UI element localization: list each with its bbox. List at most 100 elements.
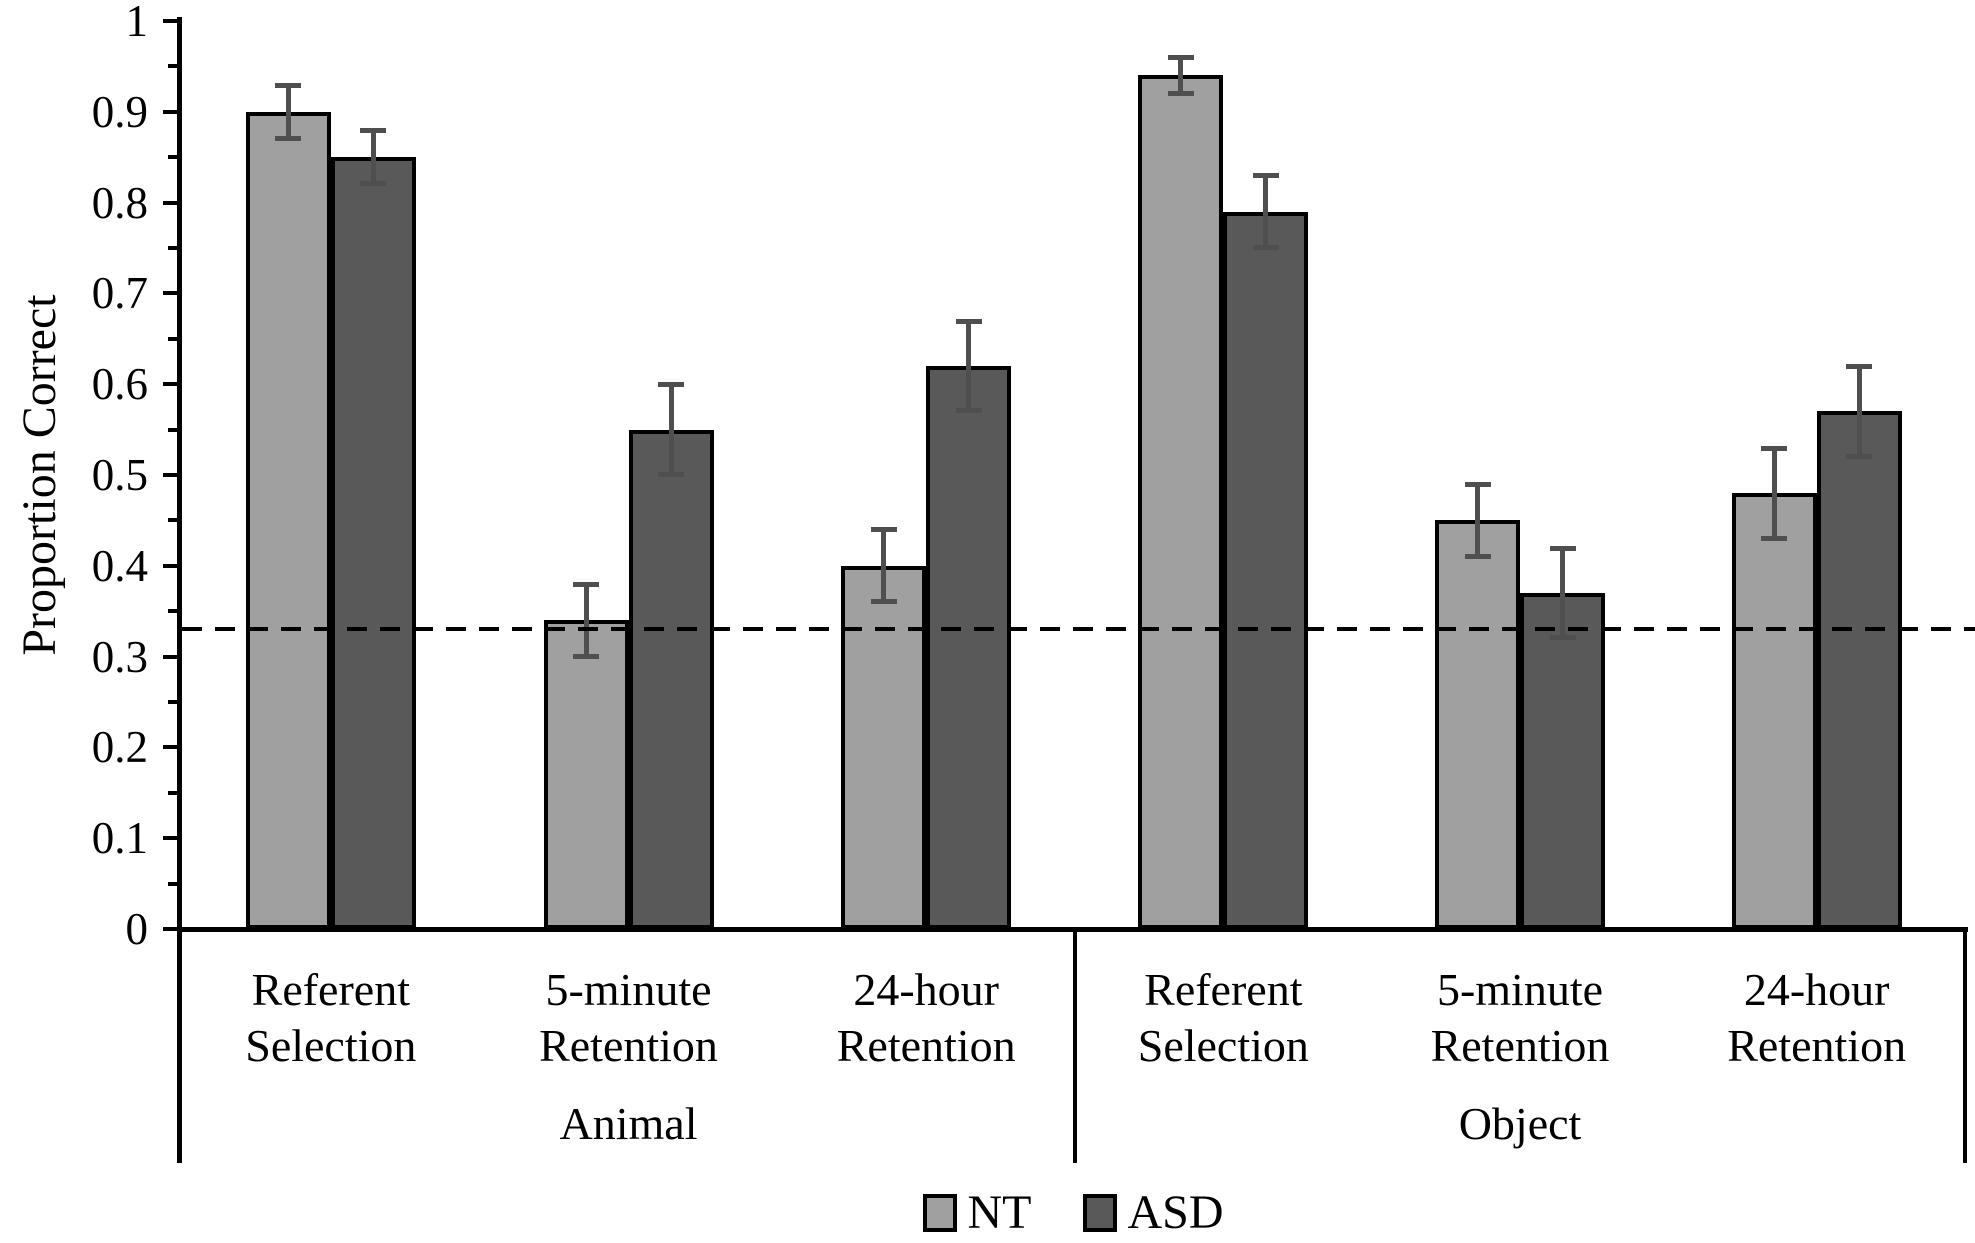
bar-nt-object-24-hour-retention <box>1731 493 1817 929</box>
error-bar-nt-animal-24-hour-retention-cap-bottom <box>870 599 897 605</box>
error-bar-asd-object-referent-selection-cap-bottom <box>1252 245 1279 250</box>
error-bar-nt-animal-5-minute-retention-cap-top <box>573 581 599 587</box>
bar-asd-animal-5-minute-retention <box>628 429 714 929</box>
bar-asd-object-referent-selection <box>1223 211 1309 929</box>
error-bar-nt-object-24-hour-retention-line <box>1771 447 1777 539</box>
category-label-object-24-hour-retention: 24-hour Retention <box>1727 964 1907 1071</box>
error-bar-asd-object-referent-selection-cap-top <box>1252 173 1279 179</box>
y-axis-line <box>177 17 182 1163</box>
error-bar-asd-animal-referent-selection-cap-bottom <box>360 181 387 187</box>
y-minor-tick <box>168 881 177 886</box>
bar-asd-object-24-hour-retention <box>1816 411 1902 929</box>
y-minor-tick <box>168 64 177 69</box>
legend-swatch-nt <box>923 1194 958 1232</box>
y-major-tick <box>163 200 177 205</box>
error-bar-asd-object-5-minute-retention-cap-bottom <box>1549 635 1576 641</box>
error-bar-asd-animal-24-hour-retention-cap-bottom <box>955 408 982 414</box>
error-bar-asd-animal-24-hour-retention-line <box>966 320 972 412</box>
error-bar-nt-object-5-minute-retention-line <box>1475 484 1480 557</box>
y-minor-tick <box>168 518 177 523</box>
error-bar-nt-animal-24-hour-retention-line <box>881 529 887 603</box>
y-major-tick <box>163 19 177 23</box>
category-divider-line <box>1073 929 1077 1163</box>
error-bar-nt-object-referent-selection-cap-top <box>1167 55 1194 61</box>
error-bar-nt-object-5-minute-retention-cap-top <box>1464 482 1491 488</box>
error-bar-nt-animal-24-hour-retention-cap-top <box>870 527 897 533</box>
error-bar-asd-animal-24-hour-retention-cap-top <box>955 318 982 324</box>
error-bar-asd-object-24-hour-retention-cap-bottom <box>1846 453 1873 459</box>
error-bar-asd-object-5-minute-retention-line <box>1560 547 1565 639</box>
bar-nt-animal-5-minute-retention <box>543 620 629 929</box>
error-bar-nt-object-referent-selection-cap-bottom <box>1167 90 1194 96</box>
error-bar-asd-object-referent-selection-line <box>1263 175 1269 248</box>
bar-asd-animal-referent-selection <box>330 157 416 929</box>
y-major-tick <box>163 563 177 568</box>
error-bar-nt-object-5-minute-retention-cap-bottom <box>1464 553 1491 559</box>
chance-level-line <box>182 627 1975 632</box>
x-axis-line <box>177 927 1968 932</box>
error-bar-asd-animal-5-minute-retention-line <box>668 384 674 475</box>
y-major-tick <box>163 473 177 477</box>
y-tick-label: 0.7 <box>91 268 148 319</box>
y-tick-label: 0.1 <box>91 813 148 864</box>
category-label-animal-referent-selection: Referent Selection <box>245 964 417 1071</box>
y-minor-tick <box>168 336 177 341</box>
error-bar-nt-object-referent-selection-line <box>1178 57 1184 94</box>
bar-asd-animal-24-hour-retention <box>926 366 1012 929</box>
y-major-tick <box>163 654 177 659</box>
y-tick-label: 0.2 <box>91 722 148 773</box>
error-bar-nt-animal-5-minute-retention-cap-bottom <box>573 653 599 659</box>
y-major-tick <box>163 109 177 114</box>
y-minor-tick <box>168 700 177 704</box>
y-tick-label: 0.3 <box>91 631 148 682</box>
error-bar-nt-animal-5-minute-retention-line <box>583 583 589 657</box>
y-major-tick <box>163 927 177 931</box>
bar-nt-animal-24-hour-retention <box>841 565 927 929</box>
category-label-animal-24-hour-retention: 24-hour Retention <box>836 964 1016 1071</box>
error-bar-asd-object-24-hour-retention-cap-top <box>1846 364 1873 370</box>
y-tick-label: 0 <box>125 904 149 954</box>
y-minor-tick <box>168 246 177 250</box>
legend-label-nt: NT <box>967 1186 1032 1239</box>
error-bar-asd-object-24-hour-retention-line <box>1856 366 1862 457</box>
category-label-object-referent-selection: Referent Selection <box>1137 964 1309 1071</box>
y-major-tick <box>163 836 177 841</box>
group-label-animal: Animal <box>559 1098 698 1149</box>
error-bar-nt-object-24-hour-retention-cap-bottom <box>1761 535 1788 541</box>
y-tick-label: 0.9 <box>91 86 148 137</box>
group-label-object: Object <box>1458 1098 1582 1149</box>
error-bar-asd-animal-referent-selection-line <box>370 129 376 185</box>
legend: NT ASD <box>182 1183 1965 1243</box>
y-major-tick <box>163 745 177 750</box>
bar-nt-animal-referent-selection <box>245 111 331 929</box>
error-bar-nt-animal-referent-selection-cap-bottom <box>275 136 302 142</box>
category-label-animal-5-minute-retention: 5-minute Retention <box>539 964 718 1071</box>
bar-asd-object-5-minute-retention <box>1520 593 1605 929</box>
error-bar-asd-animal-referent-selection-cap-top <box>360 127 387 133</box>
error-bar-nt-animal-referent-selection-line <box>285 84 291 140</box>
y-tick-label: 0.5 <box>91 450 148 500</box>
legend-label-asd: ASD <box>1127 1186 1224 1239</box>
y-major-tick <box>163 291 177 296</box>
y-tick-label: 0.6 <box>91 359 148 410</box>
y-minor-tick <box>168 609 177 614</box>
legend-swatch-asd <box>1083 1194 1118 1232</box>
y-tick-label: 1 <box>125 0 149 46</box>
y-tick-label: 0.4 <box>91 540 148 591</box>
bar-nt-object-5-minute-retention <box>1435 520 1520 929</box>
bar-nt-object-referent-selection <box>1138 75 1224 929</box>
y-tick-label: 0.8 <box>91 177 148 228</box>
y-minor-tick <box>168 427 177 432</box>
category-right-border-line <box>1963 929 1967 1163</box>
y-major-tick <box>163 382 177 387</box>
category-label-object-5-minute-retention: 5-minute Retention <box>1430 964 1610 1071</box>
error-bar-asd-object-5-minute-retention-cap-top <box>1549 545 1576 551</box>
error-bar-asd-animal-5-minute-retention-cap-bottom <box>658 472 684 477</box>
y-minor-tick <box>168 155 177 160</box>
y-minor-tick <box>168 790 177 795</box>
error-bar-nt-object-24-hour-retention-cap-top <box>1761 445 1788 451</box>
legend-item-asd: ASD <box>1083 1183 1224 1243</box>
error-bar-nt-animal-referent-selection-cap-top <box>275 82 302 88</box>
error-bar-asd-animal-5-minute-retention-cap-top <box>658 382 684 388</box>
